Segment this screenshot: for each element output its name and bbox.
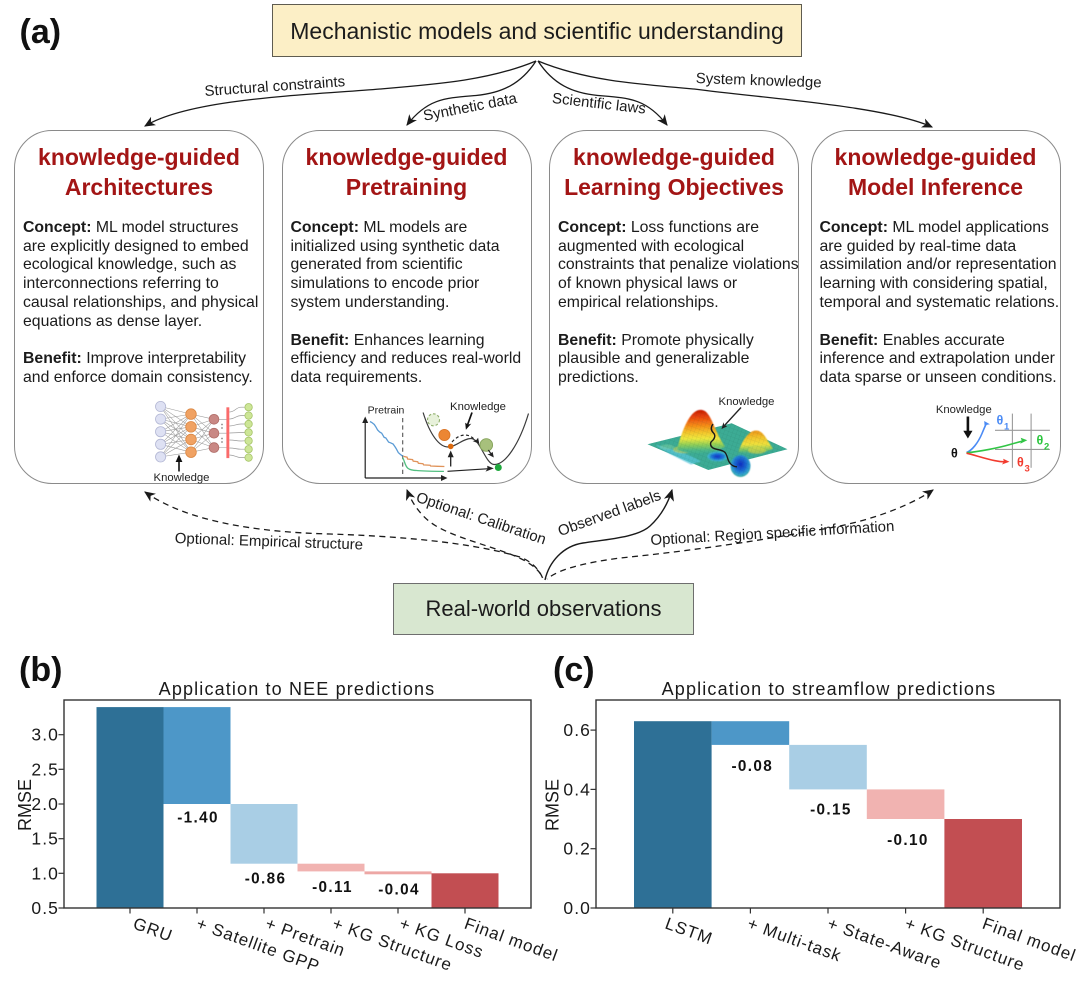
svg-text:Knowledge: Knowledge [719,396,775,408]
svg-text:0.2: 0.2 [563,839,591,859]
svg-text:1.5: 1.5 [31,829,59,849]
svg-text:Application to NEE predictions: Application to NEE predictions [159,679,436,699]
svg-text:2: 2 [1044,442,1049,453]
svg-text:θ: θ [951,447,958,461]
svg-text:-0.08: -0.08 [731,758,773,775]
svg-text:1: 1 [1004,422,1010,433]
svg-text:RMSE: RMSE [543,779,563,831]
svg-text:0.4: 0.4 [563,779,591,799]
svg-text:θ: θ [1017,456,1024,470]
svg-text:Knowledge: Knowledge [450,401,506,413]
svg-text:0.6: 0.6 [563,720,591,740]
svg-text:θ: θ [997,414,1004,428]
svg-text:Pretrain: Pretrain [368,405,405,417]
svg-text:-0.86: -0.86 [245,871,287,888]
svg-text:LSTM: LSTM [663,914,716,949]
svg-text:-0.15: -0.15 [810,801,852,818]
svg-text:1.0: 1.0 [31,863,59,883]
svg-text:GRU: GRU [131,914,176,946]
svg-text:-0.10: -0.10 [887,832,929,849]
svg-text:Knowledge: Knowledge [936,404,992,416]
svg-text:Knowledge: Knowledge [154,472,210,484]
svg-text:RMSE: RMSE [15,779,35,831]
svg-text:3: 3 [1025,464,1030,475]
svg-text:-0.04: -0.04 [378,881,420,898]
svg-text:-1.40: -1.40 [177,810,219,827]
svg-text:0.5: 0.5 [31,898,59,918]
svg-text:3.0: 3.0 [31,725,59,745]
svg-text:Application to streamflow pred: Application to streamflow predictions [662,679,997,699]
svg-text:θ: θ [1037,434,1044,448]
svg-text:2.5: 2.5 [31,759,59,779]
svg-text:-0.11: -0.11 [312,879,353,896]
svg-text:0.0: 0.0 [563,898,591,918]
svg-text:2.0: 2.0 [31,794,59,814]
